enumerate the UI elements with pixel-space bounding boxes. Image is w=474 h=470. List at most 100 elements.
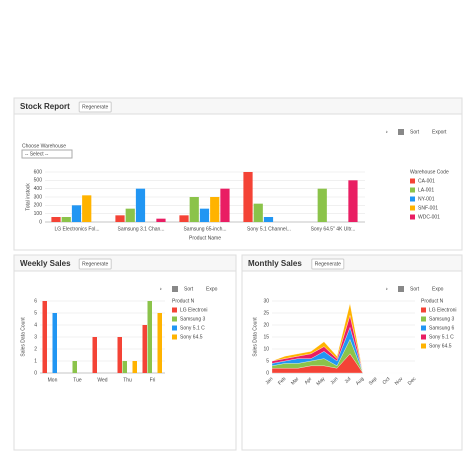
legend-swatch[interactable] xyxy=(410,187,415,193)
x-tick-label: Wed xyxy=(97,377,107,383)
bar xyxy=(317,188,327,222)
sort-button[interactable]: Sort xyxy=(410,129,420,135)
bar xyxy=(147,301,152,373)
export-button[interactable]: Expo xyxy=(432,286,444,292)
y-tick-label: 30 xyxy=(263,298,269,304)
legend-title: Product N xyxy=(421,298,444,304)
legend-title: Warehouse Code xyxy=(410,169,449,175)
bar xyxy=(243,172,253,222)
bar xyxy=(156,218,166,222)
bar xyxy=(92,337,97,373)
panel-header xyxy=(241,254,463,272)
bar xyxy=(263,217,274,222)
y-tick-label: 15 xyxy=(263,334,269,340)
x-tick-label: Apr xyxy=(304,376,314,386)
panel-title: Stock Report xyxy=(20,102,70,111)
legend-label[interactable]: LG Electroni xyxy=(180,307,208,313)
x-tick-label: Sony 64.5" 4K Ultr... xyxy=(311,226,356,232)
bar xyxy=(71,205,82,222)
export-button[interactable]: Export xyxy=(432,129,447,135)
x-tick-label: Jul xyxy=(344,376,353,385)
legend-label[interactable]: Samsung 3 xyxy=(180,316,206,322)
bar xyxy=(157,313,162,373)
x-tick-label: Samsung 65-inch... xyxy=(183,226,226,232)
panel-title: Weekly Sales xyxy=(20,259,71,268)
regenerate-button[interactable] xyxy=(78,101,112,113)
legend-swatch[interactable] xyxy=(421,307,426,313)
panel-title: Monthly Sales xyxy=(248,259,302,268)
export-button[interactable]: Expo xyxy=(206,286,218,292)
legend-title: Product N xyxy=(172,298,195,304)
legend-swatch[interactable] xyxy=(172,325,177,331)
chart-icon[interactable] xyxy=(398,129,404,135)
chart-icon[interactable] xyxy=(172,286,178,292)
x-tick-label: Oct xyxy=(382,376,392,386)
y-tick-label: 1 xyxy=(34,358,37,364)
legend-swatch[interactable] xyxy=(421,334,426,340)
filter-label: Choose Warehouse xyxy=(22,143,66,149)
regenerate-button[interactable] xyxy=(311,258,345,270)
x-tick-label: LG Electronics Fol... xyxy=(54,226,99,232)
legend-label[interactable]: Sony 64.5 xyxy=(429,343,452,349)
x-tick-label: Tue xyxy=(73,377,82,383)
y-tick-label: 100 xyxy=(34,211,43,217)
x-tick-label: Feb xyxy=(277,376,287,386)
legend-swatch[interactable] xyxy=(410,214,415,220)
bar xyxy=(135,188,146,222)
legend-swatch[interactable] xyxy=(421,316,426,322)
bar xyxy=(132,361,137,373)
legend-label[interactable]: LA-001 xyxy=(418,187,434,193)
legend-swatch[interactable] xyxy=(421,325,426,331)
sort-button[interactable]: Sort xyxy=(410,286,420,292)
bar xyxy=(42,301,47,373)
y-tick-label: 4 xyxy=(34,322,37,328)
legend-label[interactable]: Samsung 3 xyxy=(429,316,455,322)
regenerate-label[interactable]: Regenerate xyxy=(82,104,108,110)
bar xyxy=(61,217,71,222)
legend-swatch[interactable] xyxy=(421,343,426,349)
legend-swatch[interactable] xyxy=(410,178,415,184)
y-tick-label: 300 xyxy=(34,194,43,200)
legend-label[interactable]: NY-001 xyxy=(418,196,435,202)
legend-swatch[interactable] xyxy=(172,316,177,322)
regenerate-label[interactable]: Regenerate xyxy=(315,261,341,267)
bar xyxy=(82,195,92,222)
bar xyxy=(179,215,189,222)
x-tick-label: Dec xyxy=(407,376,418,387)
regenerate-label[interactable]: Regenerate xyxy=(82,261,108,267)
panel-header xyxy=(13,97,463,115)
y-tick-label: 5 xyxy=(34,310,37,316)
filter-select[interactable] xyxy=(21,149,73,159)
legend-swatch[interactable] xyxy=(410,205,415,211)
legend-label[interactable]: Sony 5.1 C xyxy=(180,325,205,331)
x-tick-label: Samsung 3.1 Chan... xyxy=(118,226,165,232)
bar xyxy=(52,313,57,373)
y-tick-label: 400 xyxy=(34,186,43,192)
sort-button[interactable]: Sort xyxy=(184,286,194,292)
x-tick-label: Aug xyxy=(355,376,366,387)
chart-icon[interactable] xyxy=(398,286,404,292)
y-tick-label: 2 xyxy=(34,346,37,352)
legend-label[interactable]: SNF-001 xyxy=(418,205,438,211)
filter-value[interactable]: -- Select -- xyxy=(25,151,49,157)
y-axis-label: Sales Data Count xyxy=(20,317,26,357)
regenerate-button[interactable] xyxy=(78,258,112,270)
nav-arrow: › xyxy=(160,286,162,292)
legend-swatch[interactable] xyxy=(410,196,415,202)
nav-arrow: › xyxy=(386,286,388,292)
x-tick-label: Sony 5.1 Channel... xyxy=(247,226,291,232)
y-tick-label: 10 xyxy=(263,346,269,352)
legend-swatch[interactable] xyxy=(172,307,177,313)
legend-label[interactable]: Sony 64.5 xyxy=(180,334,203,340)
bar xyxy=(125,208,135,222)
legend-label[interactable]: Samsung 6 xyxy=(429,325,455,331)
legend-label[interactable]: Sony 5.1 C xyxy=(429,334,454,340)
legend-swatch[interactable] xyxy=(172,334,177,340)
legend-label[interactable]: WDC-001 xyxy=(418,214,440,220)
x-tick-label: May xyxy=(315,376,326,387)
y-tick-label: 0 xyxy=(34,370,37,376)
legend-label[interactable]: LG Electroni xyxy=(429,307,457,313)
legend-label[interactable]: CA-001 xyxy=(418,178,435,184)
y-tick-label: 25 xyxy=(263,310,269,316)
